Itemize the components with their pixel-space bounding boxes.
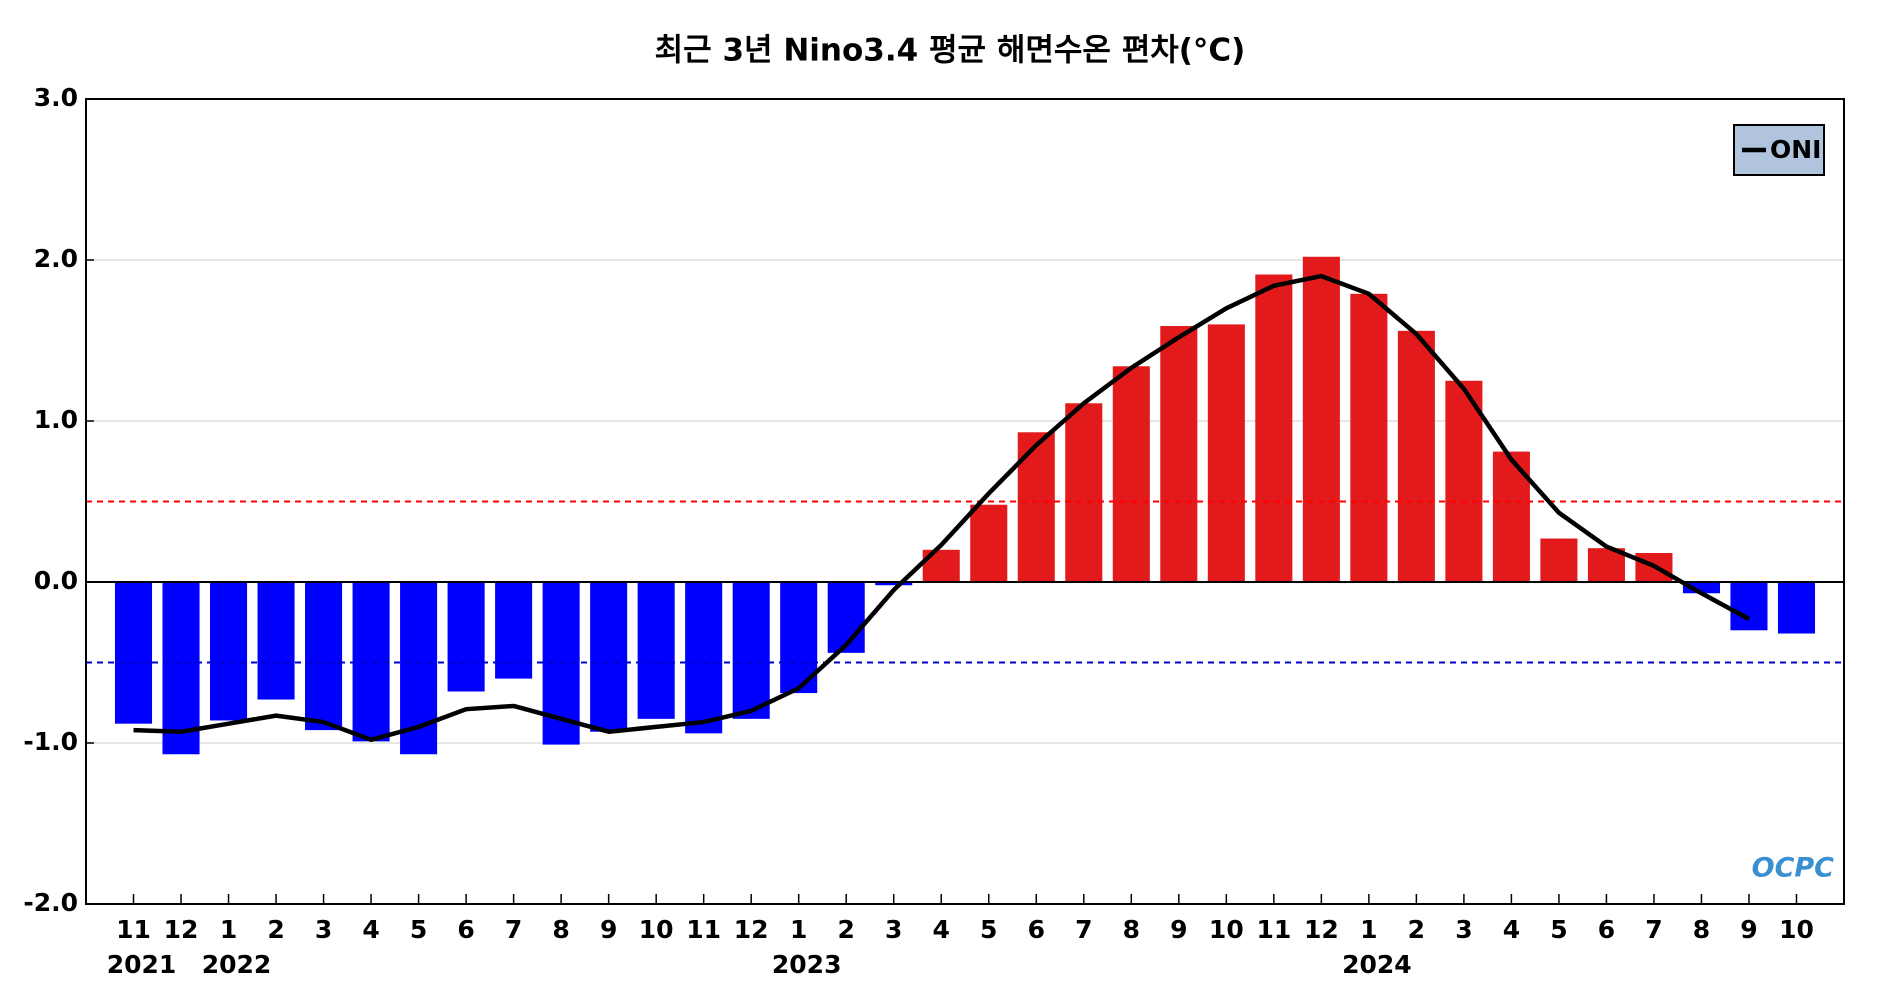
x-tick-label: 3	[1455, 915, 1472, 944]
year-label: 2023	[772, 950, 842, 979]
y-tick-label: 3.0	[34, 83, 78, 112]
legend-label: ONI	[1770, 135, 1821, 164]
x-tick-label: 10	[1779, 915, 1814, 944]
x-tick-label: 10	[639, 915, 674, 944]
x-tick-label: 6	[1598, 915, 1615, 944]
watermark: OCPC	[1752, 853, 1835, 884]
bar	[1397, 330, 1435, 582]
x-tick-label: 3	[885, 915, 902, 944]
bar	[1682, 582, 1720, 594]
x-tick-label: 7	[1075, 915, 1092, 944]
x-tick-label: 5	[410, 915, 427, 944]
bar	[1445, 380, 1483, 582]
x-tick-label: 2	[838, 915, 855, 944]
x-tick-label: 12	[1304, 915, 1339, 944]
x-tick-label: 1	[1360, 915, 1377, 944]
x-tick-label: 1	[790, 915, 807, 944]
x-tick-label: 2	[267, 915, 284, 944]
bar	[827, 582, 865, 653]
bar	[1540, 538, 1578, 582]
bar	[1302, 256, 1340, 582]
bar	[257, 582, 295, 700]
x-tick-label: 4	[933, 915, 950, 944]
x-tick-label: 8	[552, 915, 569, 944]
bar	[1350, 293, 1388, 582]
bar	[305, 582, 343, 731]
bar	[1017, 432, 1055, 582]
x-tick-label: 11	[1256, 915, 1291, 944]
x-tick-label: 4	[1503, 915, 1520, 944]
bar	[1777, 582, 1816, 634]
x-tick-label: 11	[686, 915, 721, 944]
x-tick-label: 1	[220, 915, 237, 944]
y-tick-label: -1.0	[23, 727, 78, 756]
x-tick-label: 9	[1170, 915, 1187, 944]
x-tick-label: 9	[1740, 915, 1757, 944]
y-tick-label: 1.0	[34, 405, 78, 434]
bar	[1160, 326, 1198, 582]
y-tick-label: 0.0	[34, 566, 78, 595]
x-tick-label: 12	[734, 915, 769, 944]
bar	[732, 582, 770, 719]
year-label: 2024	[1342, 950, 1412, 979]
x-tick-label: 4	[362, 915, 379, 944]
y-tick-label: 2.0	[34, 244, 78, 273]
y-tick-label: -2.0	[23, 888, 78, 917]
bar	[1112, 366, 1150, 582]
bar	[590, 582, 628, 732]
bar	[1065, 403, 1103, 582]
x-tick-label: 2	[1408, 915, 1425, 944]
x-tick-label: 5	[1550, 915, 1567, 944]
bar	[685, 582, 723, 734]
bar	[114, 582, 153, 724]
x-tick-label: 6	[1028, 915, 1045, 944]
year-label: 2021	[107, 950, 177, 979]
bar	[1207, 324, 1245, 582]
bar	[970, 504, 1008, 582]
x-tick-label: 3	[315, 915, 332, 944]
bar	[447, 582, 485, 692]
x-tick-label: 12	[164, 915, 199, 944]
x-tick-label: 7	[1645, 915, 1662, 944]
x-tick-label: 8	[1693, 915, 1710, 944]
bar	[495, 582, 533, 679]
bar	[637, 582, 675, 719]
bar	[162, 582, 200, 755]
x-tick-label: 6	[457, 915, 474, 944]
x-tick-label: 8	[1123, 915, 1140, 944]
year-label: 2022	[202, 950, 272, 979]
plot-frame	[85, 98, 1845, 905]
x-tick-label: 11	[116, 915, 151, 944]
bar	[210, 582, 248, 721]
x-tick-label: 9	[600, 915, 617, 944]
oni-line	[133, 273, 1751, 743]
x-tick-label: 10	[1209, 915, 1244, 944]
x-tick-label: 7	[505, 915, 522, 944]
bar	[1255, 274, 1293, 582]
bar	[1730, 582, 1768, 631]
x-tick-label: 5	[980, 915, 997, 944]
chart-title: 최근 3년 Nino3.4 평균 해면수온 편차(°C)	[655, 33, 1246, 69]
bar	[875, 582, 913, 586]
